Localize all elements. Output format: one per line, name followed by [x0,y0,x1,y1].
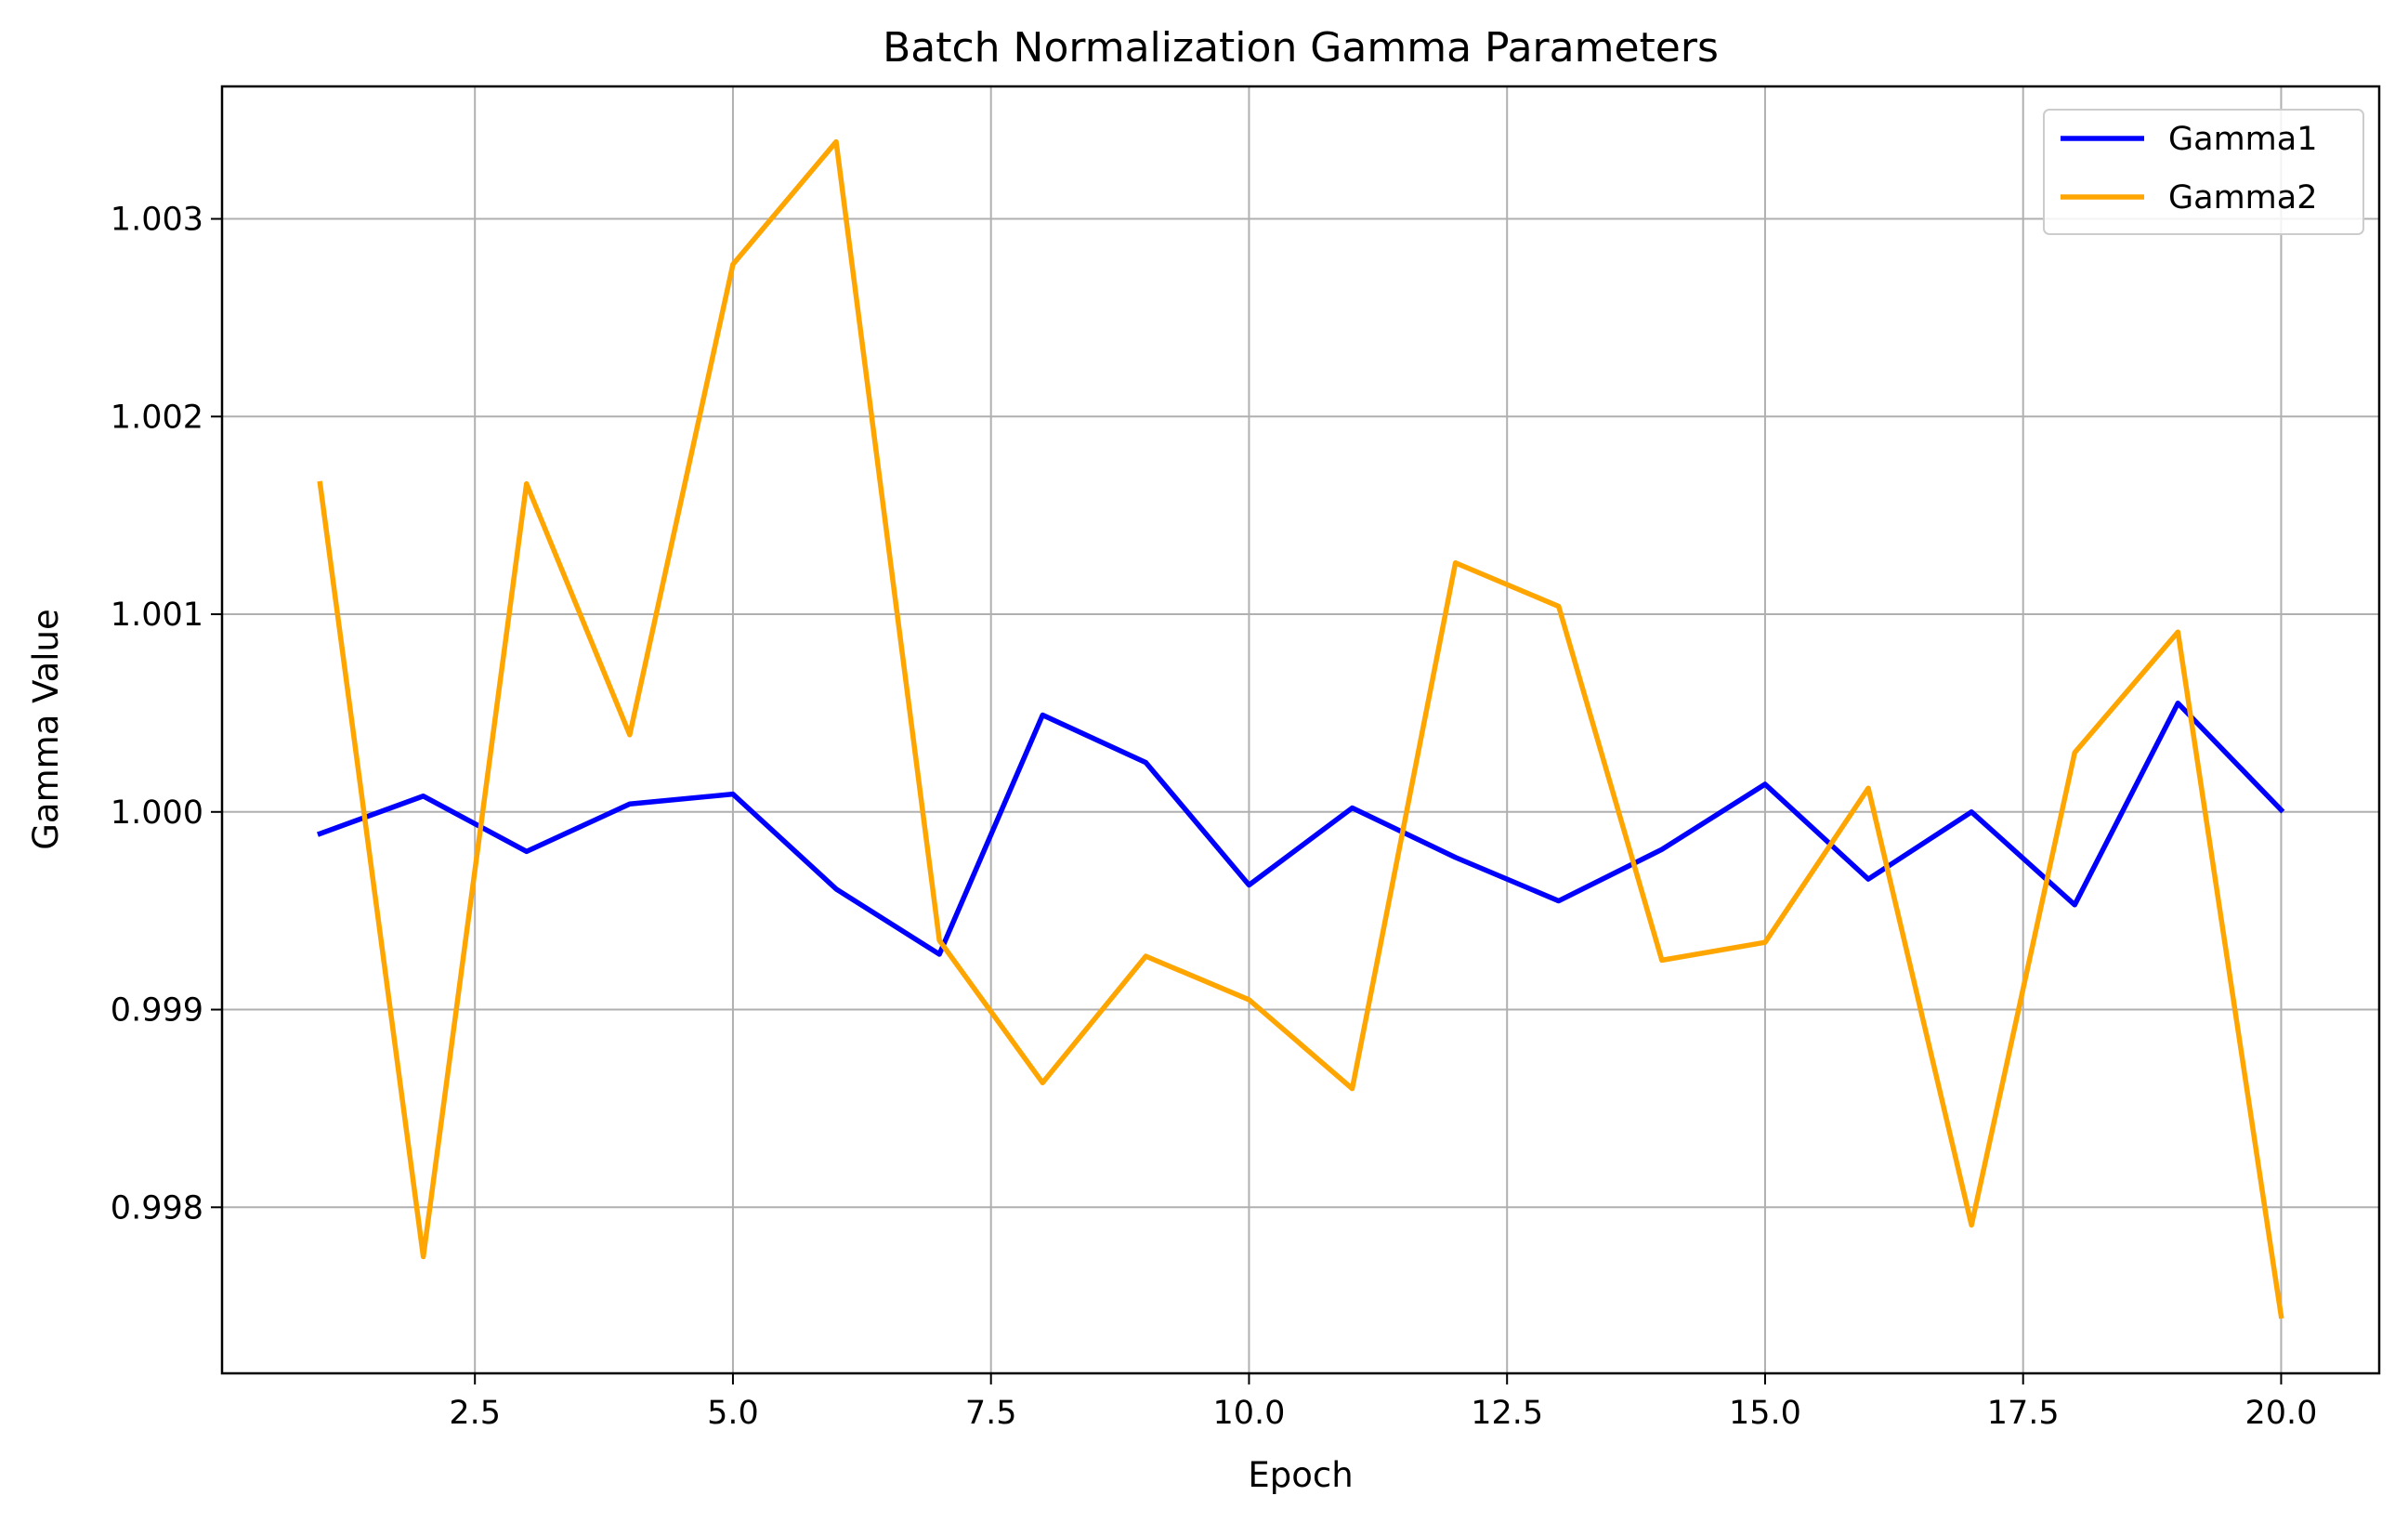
legend-label-gamma2: Gamma2 [2168,179,2317,216]
x-axis-ticks: 2.5 5.0 7.5 10.0 12.5 15.0 17.5 20.0 [449,1373,2317,1432]
chart-title: Batch Normalization Gamma Parameters [883,24,1719,72]
x-axis-label: Epoch [1248,1455,1353,1495]
x-tick-label: 20.0 [2244,1395,2317,1432]
series-line-gamma1 [317,701,2285,957]
legend-label-gamma1: Gamma1 [2168,121,2317,158]
x-tick-label: 2.5 [449,1395,501,1432]
series-line-gamma2 [317,138,2284,1319]
x-tick-label: 17.5 [1987,1395,2060,1432]
y-axis-ticks: 0.998 0.999 1.000 1.001 1.002 1.003 [111,202,222,1227]
series-lines [317,138,2285,1319]
x-tick-label: 10.0 [1212,1395,1285,1432]
x-tick-label: 5.0 [707,1395,759,1432]
x-tick-label: 12.5 [1471,1395,1543,1432]
x-tick-label: 7.5 [965,1395,1017,1432]
y-tick-label: 1.001 [111,597,203,634]
legend: Gamma1 Gamma2 [2043,109,2364,235]
y-tick-label: 1.002 [111,399,203,436]
y-tick-label: 1.003 [111,202,203,239]
plot-area-border [220,85,2381,1375]
x-tick-label: 15.0 [1729,1395,1801,1432]
y-tick-label: 0.999 [111,992,203,1030]
y-tick-label: 0.998 [111,1189,203,1227]
y-tick-label: 1.000 [111,794,203,832]
y-axis-label: Gamma Value [26,609,66,849]
